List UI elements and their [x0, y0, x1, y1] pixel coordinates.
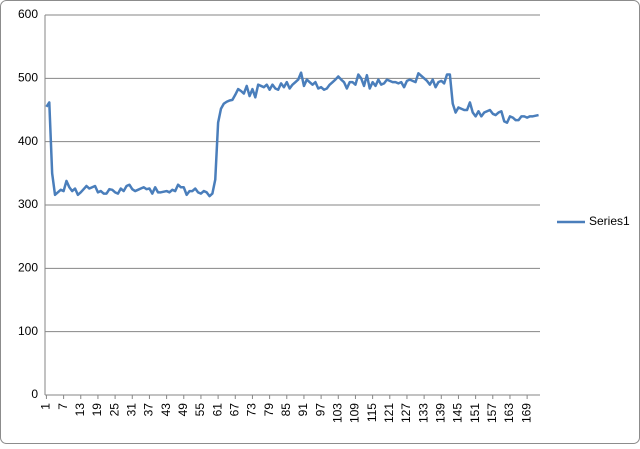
x-tick-label: 19: [90, 403, 104, 417]
x-tick-label: 25: [107, 403, 121, 417]
x-tick-label: 13: [73, 403, 87, 417]
x-tick-label: 67: [227, 403, 241, 417]
x-tick-label: 97: [313, 403, 327, 417]
x-tick-label: 103: [330, 403, 344, 423]
y-tick-label: 100: [18, 324, 38, 338]
x-tick-label: 121: [382, 403, 396, 423]
x-tick-label: 79: [262, 403, 276, 417]
x-tick-label: 49: [176, 403, 190, 417]
y-tick-label: 300: [18, 197, 38, 211]
series-line: [45, 71, 539, 198]
x-tick-label: 55: [193, 403, 207, 417]
x-tick-label: 151: [468, 403, 482, 423]
x-tick-label: 163: [502, 403, 516, 423]
x-tick-label: 1: [39, 403, 53, 410]
x-tick-label: 85: [279, 403, 293, 417]
legend-label: Series1: [589, 214, 630, 228]
y-tick-label: 0: [31, 387, 38, 401]
x-tick-label: 109: [348, 403, 362, 423]
x-tick-label: 127: [399, 403, 413, 423]
x-tick-label: 61: [210, 403, 224, 417]
x-tick-label: 139: [433, 403, 447, 423]
x-tick-label: 7: [56, 403, 70, 410]
y-tick-label: 500: [18, 71, 38, 85]
x-tick-label: 91: [296, 403, 310, 417]
y-tick-label: 400: [18, 134, 38, 148]
y-tick-label: 600: [18, 7, 38, 21]
x-tick-label: 115: [365, 403, 379, 422]
x-tick-label: 31: [124, 403, 138, 417]
x-tick-label: 43: [159, 403, 173, 417]
x-tick-label: 133: [416, 403, 430, 423]
x-tick-label: 169: [519, 403, 533, 423]
x-tick-label: 145: [451, 403, 465, 423]
x-tick-label: 37: [142, 403, 156, 417]
y-tick-label: 200: [18, 261, 38, 275]
x-tick-label: 73: [245, 403, 259, 417]
x-tick-label: 157: [485, 403, 499, 423]
